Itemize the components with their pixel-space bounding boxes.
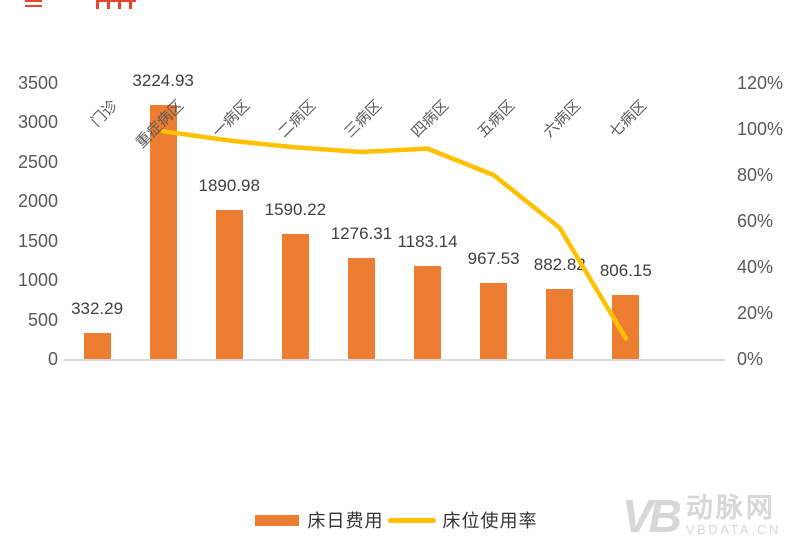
legend-item-bar-series: 床日费用 <box>254 507 384 533</box>
left-axis-tick: 3000 <box>17 112 58 133</box>
bar <box>347 258 375 359</box>
left-axis-tick: 0 <box>47 349 58 369</box>
right-axis-tick: 40% <box>737 257 774 277</box>
combo-chart: 0 500 1000 1500 2000 2500 3000 3500 0% 20% 40% 60% 8… <box>18 71 783 369</box>
bar-value-label: 1890.98 <box>198 175 260 195</box>
usage-rate-line <box>160 129 629 341</box>
bar <box>83 332 111 359</box>
plot-area: 0 500 1000 1500 2000 2500 3000 3500 0% 20% 40% 60% 8… <box>18 71 783 369</box>
bar-value-label: 1183.14 <box>397 231 458 251</box>
left-axis-tick: 1500 <box>17 230 58 251</box>
bar-value-label: 3224.93 <box>132 70 194 90</box>
left-axis-tick: 3500 <box>17 73 58 93</box>
line-series-label: 床位使用率 <box>442 511 538 531</box>
left-axis-tick: 500 <box>27 309 58 330</box>
left-axis-tick: 2000 <box>17 191 58 212</box>
bar <box>149 104 177 359</box>
watermark-brand-name: 动脉网 <box>685 493 776 524</box>
bar <box>215 209 243 359</box>
watermark-site-url: VBDATA.CN <box>685 522 781 538</box>
bar <box>414 265 442 359</box>
right-axis-tick: 80% <box>737 165 774 185</box>
bar-value-label: 967.53 <box>467 248 520 268</box>
right-axis-tick: 120% <box>737 73 784 93</box>
left-axis-tick: 2500 <box>17 151 58 172</box>
x-axis-line <box>64 359 725 361</box>
right-axis-tick: 60% <box>737 211 774 231</box>
left-axis-tick: 1000 <box>17 270 58 291</box>
bar <box>546 289 574 359</box>
bar-value-label: 1590.22 <box>264 199 327 219</box>
vb-logo-icon: VB <box>622 490 682 542</box>
right-axis-tick: 20% <box>737 303 774 323</box>
bar-value-label: 1276.31 <box>330 224 393 244</box>
bar-value-label: 806.15 <box>599 261 652 281</box>
line-series-swatch <box>387 517 436 523</box>
chart-legend: 床日费用 床位使用率 <box>0 506 792 534</box>
right-axis-tick: 100% <box>737 119 784 139</box>
right-axis-tick: 0% <box>737 349 764 369</box>
vbdata-watermark: VB 动脉网 VBDATA.CN <box>622 487 787 545</box>
cropped-red-text-fragment-right <box>96 0 136 9</box>
bar-series-swatch <box>254 514 299 526</box>
bar <box>480 282 508 359</box>
legend-item-line-series: 床位使用率 <box>384 507 538 533</box>
bar-value-label: 882.82 <box>533 255 586 275</box>
cropped-red-text-fragment-left <box>25 0 42 7</box>
bar-series-label: 床日费用 <box>307 511 384 531</box>
bar <box>281 233 309 359</box>
bar-value-label: 332.29 <box>71 298 124 318</box>
